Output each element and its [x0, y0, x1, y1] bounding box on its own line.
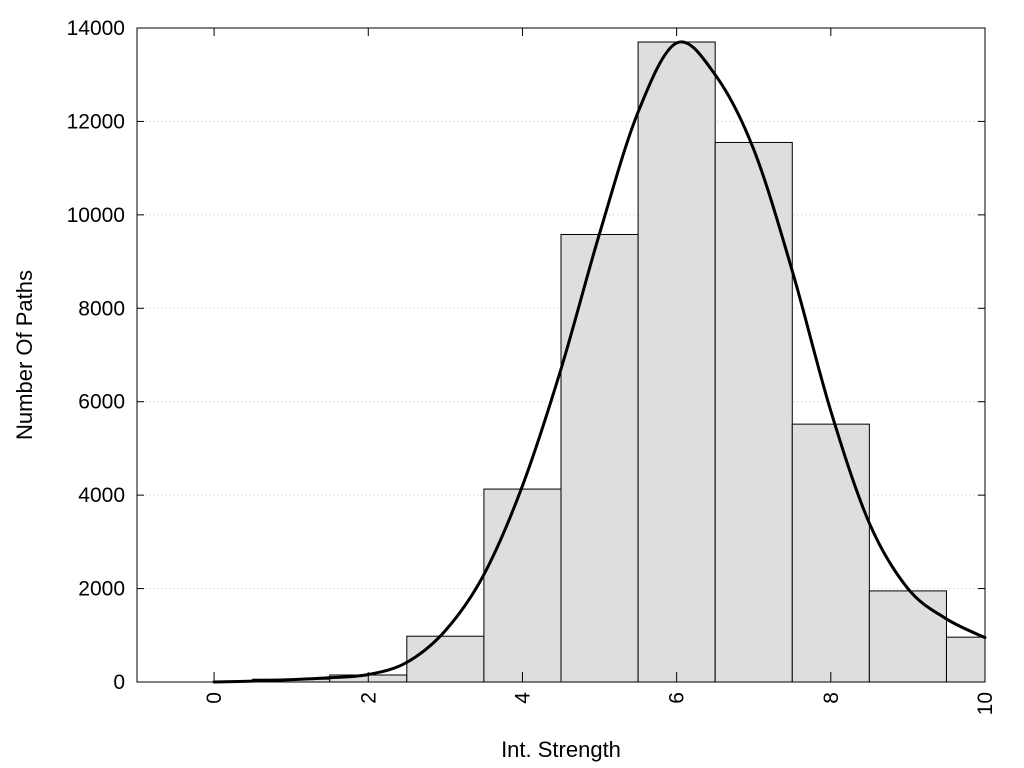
x-tick-label: 4 — [511, 692, 534, 704]
y-tick-label: 4000 — [78, 484, 125, 507]
x-axis-label: Int. Strength — [501, 737, 621, 762]
histogram-bar — [560, 233, 639, 683]
density-curve-layer — [212, 40, 987, 684]
histogram-bar — [714, 141, 793, 683]
histogram-bar — [637, 41, 716, 683]
x-axis: 0 2 4 6 8 10 — [203, 28, 997, 715]
y-axis-label: Number Of Paths — [12, 270, 37, 440]
histogram-bar — [791, 423, 870, 683]
y-tick-label: 12000 — [67, 110, 125, 133]
x-tick-label: 0 — [203, 692, 226, 704]
y-tick-label: 8000 — [78, 297, 125, 320]
histogram-bar — [945, 636, 986, 683]
y-tick-label: 0 — [113, 671, 125, 694]
x-tick-label: 2 — [357, 692, 380, 704]
y-axis: 0 2000 4000 6000 8000 10000 12000 14000 — [67, 17, 985, 694]
bars — [213, 41, 986, 683]
plot-frame — [136, 27, 986, 683]
x-tick-label: 8 — [820, 692, 843, 704]
density-curve — [212, 40, 987, 684]
histogram-bar — [483, 488, 562, 683]
y-tick-label: 6000 — [78, 391, 125, 414]
x-tick-label: 6 — [666, 692, 689, 704]
y-tick-label: 10000 — [67, 204, 125, 227]
y-tick-label: 14000 — [67, 17, 125, 40]
histogram-bar — [868, 590, 947, 683]
histogram-bar — [406, 635, 485, 683]
x-tick-label: 10 — [974, 692, 997, 715]
y-tick-label: 2000 — [78, 578, 125, 601]
